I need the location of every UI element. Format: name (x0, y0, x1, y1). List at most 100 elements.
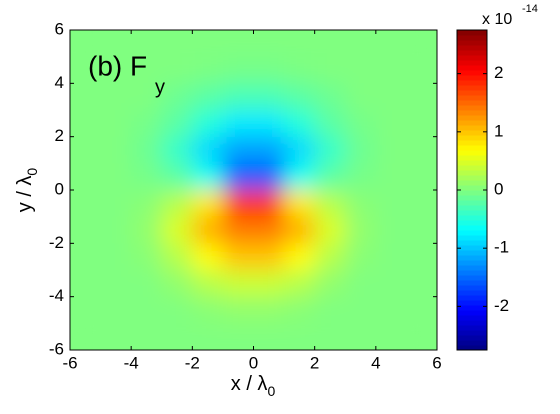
colorbar-step (457, 170, 487, 176)
colorbar-step (457, 325, 487, 331)
heat-cell (192, 83, 224, 111)
x-tick-label: 0 (249, 353, 258, 372)
heat-cell (375, 270, 407, 298)
heat-cell (314, 83, 346, 111)
heat-cell (375, 243, 407, 271)
heat-cell (131, 270, 163, 298)
heat-cell (222, 136, 254, 164)
heat-cell (192, 30, 224, 58)
heat-cell (314, 56, 346, 84)
colorbar-step (457, 270, 487, 276)
colorbar: -2 -1 0 1 2 (456, 29, 509, 351)
heat-cell (222, 163, 254, 191)
colorbar-tick-label: -1 (494, 238, 509, 257)
colorbar-step (457, 90, 487, 96)
heat-cell (253, 323, 285, 350)
colorbar-step (457, 50, 487, 56)
colorbar-exponent: -14 (522, 3, 538, 15)
colorbar-step (457, 125, 487, 131)
colorbar-step (457, 340, 487, 346)
x-tick-label: -2 (185, 353, 200, 372)
x-axis-label: x / λ0 (231, 373, 276, 398)
heat-cell (161, 190, 193, 218)
colorbar-step (457, 220, 487, 226)
heat-cell (284, 163, 316, 191)
y-tick-label: 0 (55, 179, 64, 198)
colorbar-tick-label: 2 (494, 63, 503, 82)
x-label-sub: 0 (267, 383, 275, 399)
heat-cell (192, 136, 224, 164)
heat-cell (222, 190, 254, 218)
colorbar-step (457, 215, 487, 221)
colorbar-step (457, 135, 487, 141)
heat-cell (314, 296, 346, 324)
heat-cell (253, 30, 285, 58)
x-tick-label: -6 (62, 353, 77, 372)
heat-cell (253, 296, 285, 324)
colorbar-step (457, 290, 487, 296)
x-tick-label: 6 (432, 353, 441, 372)
x-tick-label: 4 (371, 353, 380, 372)
heat-cell (161, 270, 193, 298)
colorbar-step (457, 150, 487, 156)
heat-cell (253, 243, 285, 271)
heat-cell (70, 296, 102, 324)
colorbar-step (457, 140, 487, 146)
heat-cell (131, 296, 163, 324)
colorbar-step (457, 240, 487, 246)
heat-cell (222, 30, 254, 58)
heat-cell (70, 270, 102, 298)
colorbar-step (457, 165, 487, 171)
heat-cell (314, 243, 346, 271)
y-tick-label: -4 (49, 286, 64, 305)
heat-cell (70, 216, 102, 244)
heat-cell (131, 190, 163, 218)
colorbar-step (457, 230, 487, 236)
colorbar-step (457, 80, 487, 86)
heat-cell (345, 83, 377, 111)
heat-cell (100, 216, 132, 244)
heat-cell (131, 136, 163, 164)
heat-cell (70, 56, 102, 84)
heat-cell (284, 30, 316, 58)
heat-cell (222, 56, 254, 84)
colorbar-step (457, 255, 487, 261)
heat-cell (284, 56, 316, 84)
heat-cell (284, 190, 316, 218)
heat-cell (131, 163, 163, 191)
annotation-sub: y (155, 76, 165, 98)
colorbar-step (457, 305, 487, 311)
y-tick-label: -2 (49, 233, 64, 252)
heat-cell (161, 163, 193, 191)
heat-cell (345, 323, 377, 350)
heat-cell (192, 110, 224, 138)
heat-cell (314, 190, 346, 218)
heat-cell (345, 56, 377, 84)
heat-cell (222, 323, 254, 350)
heat-cell (345, 216, 377, 244)
heat-cell (70, 83, 102, 111)
colorbar-step (457, 335, 487, 341)
colorbar-step (457, 300, 487, 306)
colorbar-step (457, 205, 487, 211)
heat-cell (222, 216, 254, 244)
colorbar-step (457, 345, 487, 351)
colorbar-step (457, 160, 487, 166)
heat-cell (222, 243, 254, 271)
heat-cell (100, 30, 132, 58)
heat-cell (192, 323, 224, 350)
heat-cell (70, 190, 102, 218)
heat-cell (131, 216, 163, 244)
heat-cell (70, 30, 102, 58)
heat-cell (406, 83, 437, 111)
heat-cell (192, 296, 224, 324)
colorbar-step (457, 210, 487, 216)
colorbar-step (457, 95, 487, 101)
heat-cell (406, 190, 437, 218)
colorbar-step (457, 195, 487, 201)
colorbar-step (457, 225, 487, 231)
heat-cell (100, 83, 132, 111)
heat-cell (222, 296, 254, 324)
heat-cell (100, 136, 132, 164)
heat-cell (375, 323, 407, 350)
